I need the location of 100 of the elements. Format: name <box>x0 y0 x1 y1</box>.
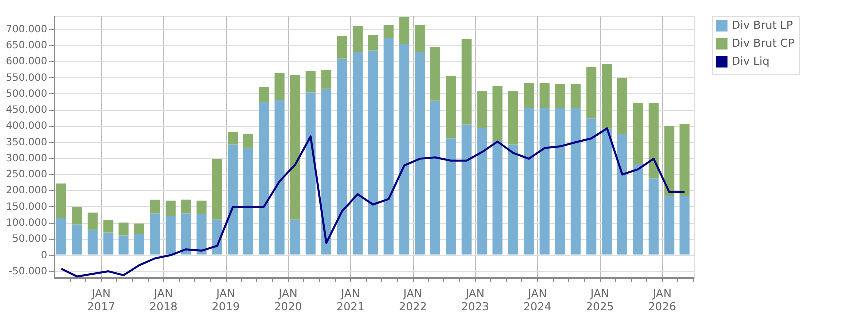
bar <box>352 52 363 255</box>
bar <box>368 35 378 51</box>
y-tick-label: 700.000 <box>6 24 48 36</box>
line-series <box>60 128 686 278</box>
bar <box>430 47 440 101</box>
legend-label: Div Brut CP <box>732 37 796 50</box>
bar <box>322 88 332 255</box>
x-tick-label: JAN 2025 <box>586 288 614 313</box>
bar <box>680 124 690 196</box>
x-tick-label: JAN 2018 <box>150 288 178 313</box>
bar <box>118 222 129 236</box>
bar <box>664 196 675 255</box>
y-tick-label: 350.000 <box>6 137 48 148</box>
bar <box>633 164 644 255</box>
y-tick-label: 100.000 <box>6 218 48 229</box>
bar <box>633 103 644 164</box>
y-tick-label: 200.000 <box>6 186 48 197</box>
bar <box>196 214 207 255</box>
legend-label: Div Brut LP <box>732 19 794 32</box>
bar <box>150 200 160 214</box>
bar <box>508 91 518 145</box>
bar <box>72 224 82 255</box>
bar <box>322 70 332 89</box>
bar <box>274 100 285 255</box>
bar <box>586 67 597 119</box>
bar <box>462 124 472 255</box>
y-tick-label: 50.000 <box>12 234 48 246</box>
bar <box>368 50 378 255</box>
bar <box>478 91 488 128</box>
bar <box>570 84 581 108</box>
bar <box>196 200 207 214</box>
bar <box>212 158 222 220</box>
bar <box>306 71 316 93</box>
x-tick-label: JAN 2024 <box>524 288 552 313</box>
y-tick-label: 400.000 <box>6 121 48 132</box>
x-tick-label: JAN 2017 <box>87 288 116 313</box>
bar <box>384 38 394 255</box>
bar <box>274 73 285 100</box>
x-tick-label: JAN 2022 <box>399 288 428 313</box>
bar <box>586 118 597 255</box>
bar <box>617 134 628 255</box>
y-tick-label: 450.000 <box>6 105 48 116</box>
bar <box>648 103 659 179</box>
bar <box>181 214 192 255</box>
bar <box>118 236 129 255</box>
y-tick-label: -50.000 <box>8 266 48 278</box>
bar <box>352 26 363 52</box>
y-tick-label: 550.000 <box>6 72 48 84</box>
bar <box>492 142 503 255</box>
bar <box>602 128 612 255</box>
x-tick-label: JAN 2019 <box>212 288 240 313</box>
bar <box>56 218 67 255</box>
bar <box>602 64 612 129</box>
legend-label: Div Liq <box>732 55 770 68</box>
bar <box>337 58 348 255</box>
bar <box>181 200 192 214</box>
bar <box>555 84 566 108</box>
bar <box>259 102 270 255</box>
bar <box>384 25 394 38</box>
x-tick-label: JAN 2023 <box>461 288 490 313</box>
bar <box>540 108 550 255</box>
y-tick-label: 150.000 <box>6 202 48 213</box>
bar <box>337 36 348 59</box>
bar <box>134 224 145 234</box>
x-tick-label: JAN 2026 <box>648 288 676 313</box>
bar <box>524 108 534 255</box>
bar <box>617 78 628 134</box>
bar <box>88 212 98 230</box>
bar <box>664 126 675 196</box>
y-tick-label: 600.000 <box>6 56 48 68</box>
x-tick-label: JAN 2020 <box>274 288 302 313</box>
bar <box>680 196 690 255</box>
y-tick-label: 500.000 <box>6 88 48 100</box>
bar <box>648 178 659 255</box>
bar <box>228 144 238 255</box>
bar <box>462 39 472 125</box>
bar <box>166 216 176 255</box>
bar <box>166 200 176 216</box>
bar <box>243 134 254 148</box>
bar <box>56 184 67 218</box>
bar <box>290 75 300 220</box>
bar <box>415 52 426 255</box>
y-tick-label: 0 <box>41 250 48 262</box>
bar <box>400 44 410 255</box>
bar <box>88 230 98 255</box>
bar <box>415 25 426 52</box>
bar <box>446 76 456 139</box>
bar <box>446 138 456 255</box>
bar <box>555 108 566 255</box>
bar <box>259 86 270 102</box>
bar <box>150 214 160 255</box>
bar <box>228 132 238 145</box>
bar <box>524 83 534 108</box>
bar <box>134 234 145 255</box>
bar <box>72 207 82 225</box>
y-tick-label: 300.000 <box>6 153 48 164</box>
bar <box>290 220 300 255</box>
bar <box>400 17 410 44</box>
bar <box>243 148 254 255</box>
y-tick-label: 650.000 <box>6 40 48 52</box>
